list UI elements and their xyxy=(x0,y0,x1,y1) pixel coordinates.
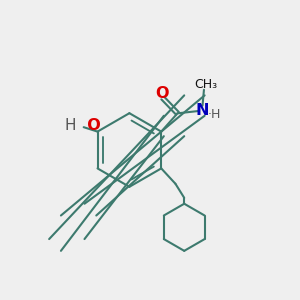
Text: ·H: ·H xyxy=(208,108,221,121)
Text: O: O xyxy=(76,118,100,133)
Text: CH₃: CH₃ xyxy=(194,78,217,91)
Text: H: H xyxy=(64,118,76,133)
Text: N: N xyxy=(196,103,209,118)
Text: O: O xyxy=(155,86,169,101)
